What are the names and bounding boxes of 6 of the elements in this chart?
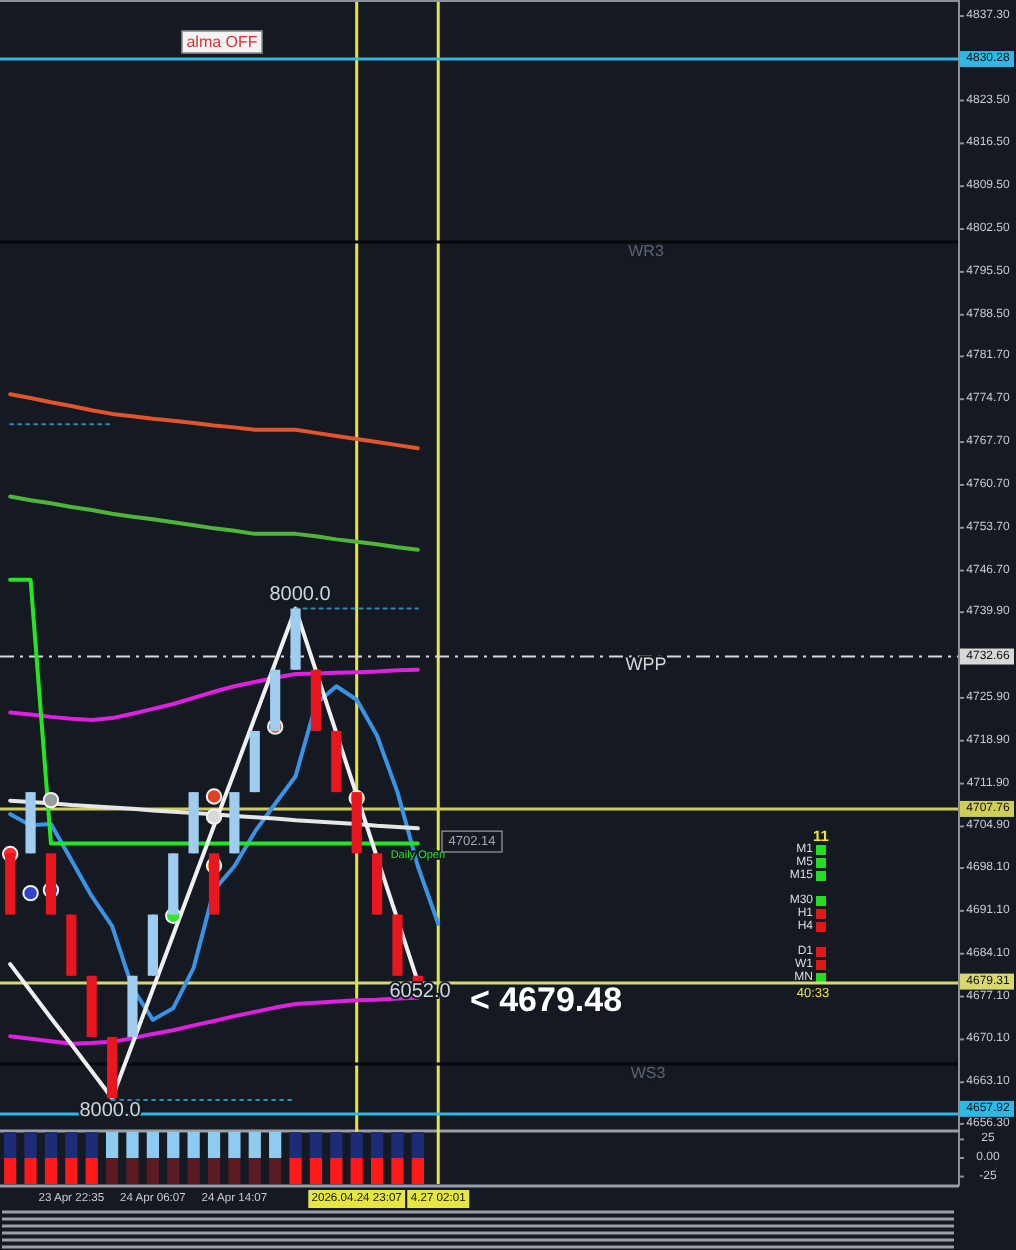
annotation: WPP bbox=[625, 653, 667, 674]
annotation: < 4679.48 bbox=[469, 981, 623, 1019]
annotation: WS3 bbox=[630, 1063, 667, 1082]
annotation: WR3 bbox=[628, 241, 665, 260]
annotation: alma OFF bbox=[186, 33, 258, 51]
annotation: 8000.0 bbox=[269, 583, 332, 606]
